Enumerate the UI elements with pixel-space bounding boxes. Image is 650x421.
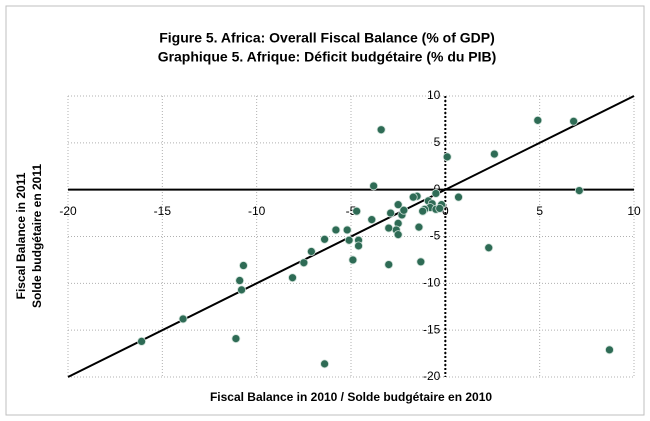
point (533, 115, 543, 125)
y-axis-label: Solde budgétaire en 2011 (30, 164, 44, 308)
point (384, 260, 394, 270)
point (484, 243, 494, 253)
point (414, 222, 424, 232)
point (320, 234, 329, 244)
point (331, 225, 341, 235)
point (367, 215, 377, 225)
point (399, 205, 409, 215)
x-tick-label: -10 (248, 204, 266, 218)
point (574, 186, 584, 196)
x-tick-label: 0 (442, 204, 449, 218)
point (569, 116, 579, 126)
point (344, 235, 354, 245)
point (454, 192, 463, 202)
x-tick-label: 5 (536, 204, 543, 218)
point (384, 223, 394, 233)
point (435, 203, 445, 213)
point (489, 149, 499, 159)
point (393, 230, 403, 240)
point (352, 206, 362, 216)
point (393, 200, 403, 210)
point (442, 152, 452, 162)
point (418, 206, 428, 216)
x-tick-label: -20 (59, 204, 77, 218)
x-axis-label: Fiscal Balance in 2010 / Solde budgétair… (210, 390, 492, 404)
chart-title: Figure 5. Africa: Overall Fiscal Balance… (159, 30, 495, 46)
point (137, 337, 146, 346)
x-tick-label: -15 (154, 204, 172, 218)
chart-border (5, 5, 645, 416)
point (306, 247, 316, 256)
y-tick-label: -5 (430, 229, 441, 243)
point (369, 181, 379, 191)
point (320, 359, 329, 369)
point (376, 125, 386, 135)
y-tick-label: -20 (423, 369, 441, 383)
point (237, 285, 246, 295)
y-tick-label: -10 (423, 276, 441, 290)
point (299, 258, 309, 268)
point (239, 261, 248, 270)
point (605, 345, 614, 355)
y-axis-label: Fiscal Balance in 2011 (14, 172, 28, 299)
point (178, 314, 188, 324)
point (342, 225, 352, 235)
point (348, 255, 358, 265)
point (288, 273, 297, 283)
point (386, 208, 396, 218)
point (416, 257, 426, 267)
y-tick-label: -15 (423, 322, 441, 336)
point (431, 189, 441, 198)
x-tick-label: -5 (346, 204, 357, 218)
x-tick-label: 10 (627, 204, 641, 218)
y-tick-label: 5 (434, 135, 441, 149)
y-tick-label: 10 (427, 88, 441, 102)
point (408, 192, 418, 202)
point (354, 241, 363, 251)
chart-subtitle: Graphique 5. Afrique: Déficit budgétaire… (158, 49, 497, 65)
point (231, 334, 241, 343)
point (235, 276, 245, 285)
